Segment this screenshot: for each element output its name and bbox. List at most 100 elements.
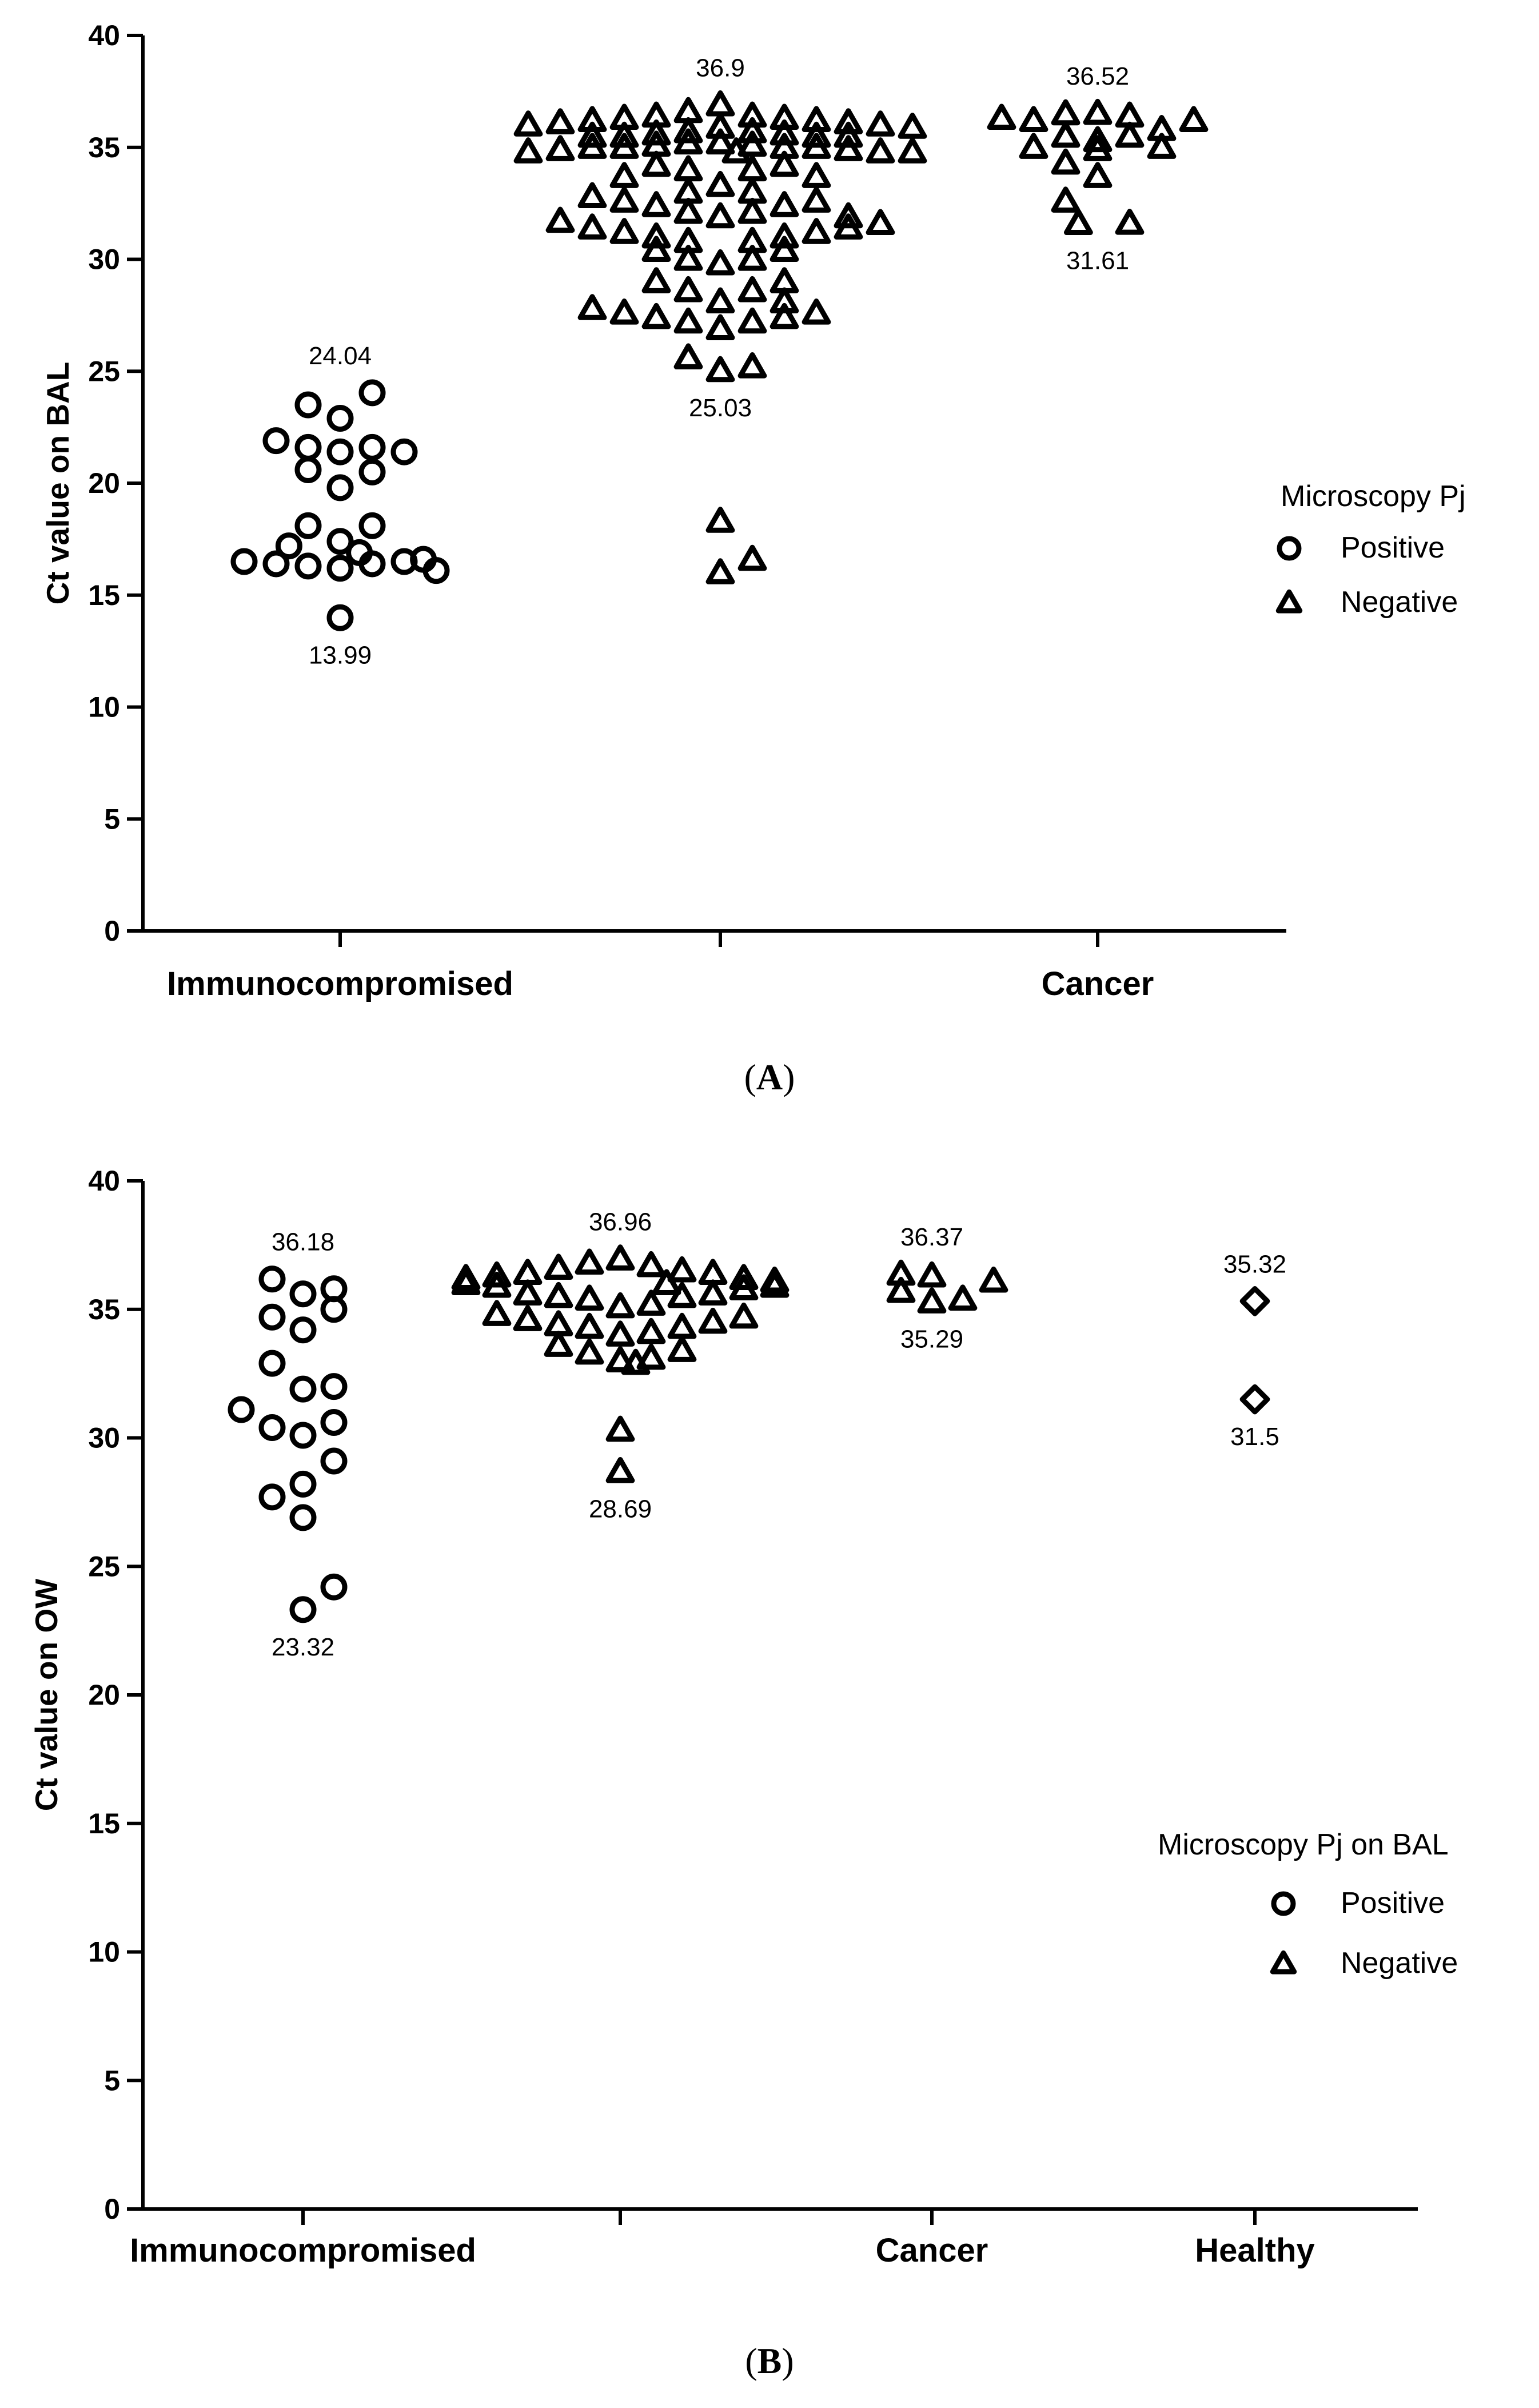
data-point-triangle [482, 1271, 512, 1298]
data-point-triangle [636, 1289, 666, 1316]
y-tick-label: 25 [88, 1550, 120, 1582]
data-point-triangle [609, 298, 639, 325]
data-point-triangle [705, 170, 735, 197]
data-point-triangle [1051, 121, 1081, 148]
value-annotation: 36.9 [696, 54, 745, 82]
data-point-triangle [770, 119, 799, 146]
value-annotation: 24.04 [309, 342, 372, 370]
x-category-label: Healthy [1195, 2232, 1315, 2269]
data-point-triangle [605, 1346, 635, 1372]
data-point-triangle [770, 303, 799, 329]
data-point-circle [326, 438, 354, 465]
value-annotation: 36.18 [272, 1228, 334, 1256]
data-point-circle [294, 433, 322, 461]
data-point-triangle [1115, 209, 1145, 235]
data-point-circle [326, 528, 354, 555]
data-point-triangle [705, 314, 735, 341]
y-tick-label: 35 [88, 1293, 120, 1326]
data-point-triangle [609, 218, 639, 244]
y-tick-label: 5 [104, 2064, 120, 2096]
value-annotation: 23.32 [272, 1633, 334, 1661]
data-point-circle [258, 1350, 286, 1377]
data-point-circle [320, 1447, 348, 1475]
data-point-triangle [1083, 98, 1113, 125]
value-annotation: 13.99 [309, 641, 372, 669]
legend-label: Negative [1341, 1947, 1458, 1980]
data-point-circle [289, 1375, 317, 1403]
data-point-triangle [673, 307, 703, 334]
data-point-triangle [667, 1336, 697, 1362]
legend-label: Positive [1341, 1886, 1445, 1920]
data-point-triangle [513, 1259, 543, 1285]
data-point-triangle [673, 128, 703, 155]
data-point-circle [294, 391, 322, 419]
data-point-triangle [1179, 106, 1209, 132]
data-point-triangle [673, 343, 703, 369]
data-point-triangle [802, 162, 831, 188]
data-point-circle [230, 548, 258, 575]
data-point-triangle [609, 162, 639, 188]
data-point-triangle [641, 267, 671, 293]
data-point-triangle [641, 150, 671, 177]
data-point-circle [289, 1470, 317, 1498]
data-point-circle [326, 555, 354, 582]
data-point-triangle [802, 298, 831, 325]
panel-label: (B) [745, 2341, 794, 2381]
data-point-circle [326, 604, 354, 631]
data-point-triangle [698, 1259, 728, 1285]
y-tick-label: 35 [88, 132, 120, 164]
data-point-circle [258, 1414, 286, 1442]
legend-marker-triangle [1270, 1950, 1297, 1975]
data-point-triangle [673, 197, 703, 224]
data-point-triangle [609, 186, 639, 213]
value-annotation: 28.69 [589, 1495, 652, 1523]
data-point-triangle [770, 236, 799, 262]
data-point-circle [358, 458, 386, 485]
x-category-label: Cancer [876, 2232, 988, 2269]
legend-label: Negative [1341, 586, 1458, 619]
y-tick-label: 30 [88, 244, 120, 276]
data-point-triangle [575, 1338, 604, 1365]
data-point-triangle [705, 90, 735, 117]
data-point-triangle [737, 245, 767, 271]
data-point-triangle [737, 276, 767, 303]
data-point-triangle [770, 104, 799, 130]
data-point-triangle [802, 186, 831, 213]
legend-title: Microscopy Pj on BAL [1158, 1828, 1449, 1861]
data-point-triangle [802, 121, 831, 148]
data-point-triangle [673, 117, 703, 144]
data-point-circle [358, 512, 386, 539]
data-point-triangle [636, 1251, 666, 1277]
data-point-triangle [575, 1248, 604, 1275]
data-point-triangle [577, 213, 607, 240]
data-point-circle [294, 512, 322, 539]
data-point-triangle [705, 287, 735, 314]
y-tick-label: 40 [88, 19, 120, 51]
data-point-triangle [667, 1281, 697, 1308]
data-point-diamond [1239, 1286, 1270, 1316]
data-point-circle [258, 1303, 286, 1331]
data-point-triangle [705, 128, 735, 155]
value-annotation: 35.29 [900, 1326, 963, 1354]
data-point-triangle [729, 1264, 759, 1290]
y-tick-label: 15 [88, 1808, 120, 1840]
data-point-circle [320, 1373, 348, 1400]
data-point-triangle [886, 1276, 916, 1303]
data-point-triangle [866, 137, 895, 164]
data-point-triangle [605, 1244, 635, 1271]
data-point-triangle [513, 1279, 543, 1306]
data-point-triangle [866, 110, 895, 137]
data-point-circle [390, 438, 418, 465]
legend-label: Positive [1341, 531, 1445, 564]
data-point-circle [320, 1573, 348, 1601]
data-point-circle [390, 548, 418, 575]
data-point-triangle [705, 113, 735, 139]
data-point-circle [258, 1265, 286, 1293]
value-annotation: 31.61 [1066, 246, 1129, 274]
data-point-triangle [641, 119, 671, 146]
data-point-triangle [545, 108, 575, 134]
data-point-circle [294, 552, 322, 580]
data-point-triangle [770, 150, 799, 177]
data-point-triangle [1019, 106, 1048, 132]
